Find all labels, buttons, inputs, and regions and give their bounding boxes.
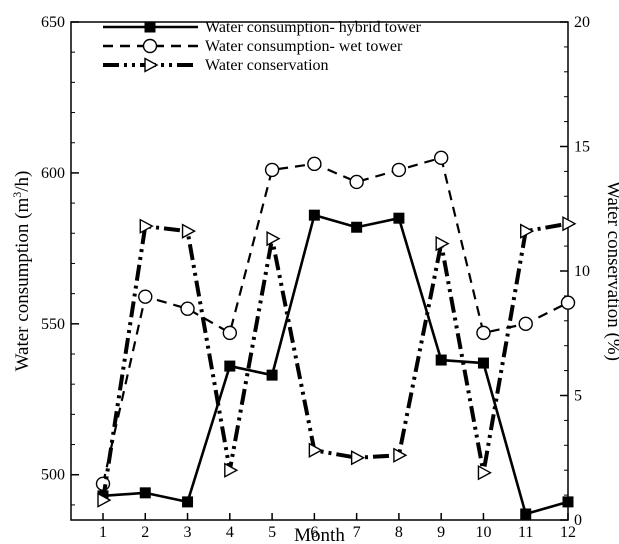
y-axis-label: Water consumption (m3/h)	[10, 171, 33, 372]
marker-open-circle	[180, 301, 195, 316]
series-2	[95, 150, 576, 491]
marker-open-triangle	[97, 492, 112, 508]
series-layer	[95, 150, 577, 520]
legend-item-2: Water consumption- wet tower	[103, 38, 403, 55]
marker-open-triangle	[224, 462, 239, 478]
x-tick-label: 3	[184, 524, 192, 541]
marker-filled-square	[393, 212, 405, 224]
marker-open-circle	[560, 295, 576, 310]
y-tick-label: 650	[41, 14, 65, 31]
marker-filled-square	[224, 360, 236, 372]
marker-open-circle	[142, 38, 158, 54]
y2-tick-label: 5	[574, 388, 582, 405]
x-tick-label: 6	[310, 524, 318, 541]
x-tick-label: 7	[353, 524, 361, 541]
marker-filled-square	[144, 21, 156, 33]
series-line	[102, 213, 569, 516]
x-tick-label: 10	[475, 524, 491, 541]
marker-filled-square	[435, 354, 447, 366]
marker-open-circle	[476, 325, 491, 341]
marker-filled-square	[266, 369, 278, 381]
marker-open-circle	[349, 174, 364, 190]
y2-tick-label: 0	[574, 512, 582, 529]
marker-filled-square	[477, 357, 489, 369]
series-line	[101, 156, 569, 485]
y-tick-label: 550	[41, 316, 65, 333]
x-axis-label: Month	[294, 525, 345, 544]
x-tick-label: 1	[99, 524, 107, 541]
x-tick-label: 2	[141, 524, 149, 541]
marker-filled-square	[351, 221, 363, 233]
legend-item-3: Water conservation	[103, 57, 329, 74]
marker-open-triangle	[144, 57, 159, 73]
y-axis-left: 500 550 600 650	[41, 14, 79, 506]
y2-tick-label: 10	[574, 263, 590, 280]
legend-label: Water conservation	[205, 57, 329, 74]
marker-filled-square	[182, 496, 194, 508]
x-axis: 1 2 3 4 5 6 7 8 9 10 11 12	[99, 513, 576, 541]
marker-open-triangle	[350, 450, 366, 466]
y2-tick-label: 20	[574, 14, 590, 31]
marker-open-triangle	[393, 447, 408, 463]
marker-open-circle	[264, 162, 280, 178]
legend: Water consumption- hybrid tower Water con…	[103, 19, 422, 74]
legend-label: Water consumption- hybrid tower	[205, 19, 422, 36]
x-tick-label: 5	[268, 524, 276, 541]
marker-filled-square	[562, 496, 574, 508]
marker-filled-square	[139, 487, 151, 499]
x-tick-label: 11	[518, 524, 533, 541]
marker-open-triangle	[435, 235, 450, 252]
marker-open-circle	[433, 150, 449, 166]
y-tick-label: 600	[41, 165, 65, 182]
marker-open-circle	[138, 289, 153, 304]
marker-open-circle	[391, 162, 407, 178]
y2-axis-label: Water conservation (%)	[603, 181, 619, 361]
marker-open-triangle	[266, 230, 281, 247]
x-tick-label: 12	[560, 524, 576, 541]
x-tick-label: 4	[226, 524, 234, 541]
marker-open-triangle	[139, 218, 154, 234]
marker-filled-square	[308, 209, 320, 221]
y2-tick-label: 15	[574, 139, 590, 156]
marker-open-circle	[222, 325, 238, 341]
marker-open-triangle	[562, 216, 577, 232]
x-tick-label: 9	[437, 524, 445, 541]
x-tick-label: 8	[395, 524, 403, 541]
y-axis-right: 0 5 10 15 20	[560, 14, 590, 529]
marker-open-triangle	[181, 223, 197, 239]
legend-label: Water consumption- wet tower	[205, 38, 403, 55]
marker-open-circle	[307, 156, 322, 172]
series-3	[97, 216, 577, 508]
legend-item-1: Water consumption- hybrid tower	[103, 19, 422, 36]
marker-open-triangle	[477, 465, 492, 481]
plot-frame	[70, 21, 569, 521]
marker-open-circle	[518, 316, 533, 332]
marker-open-triangle	[520, 223, 535, 239]
marker-filled-square	[520, 508, 532, 520]
marker-open-triangle	[308, 442, 323, 458]
y-tick-label: 500	[41, 467, 65, 484]
